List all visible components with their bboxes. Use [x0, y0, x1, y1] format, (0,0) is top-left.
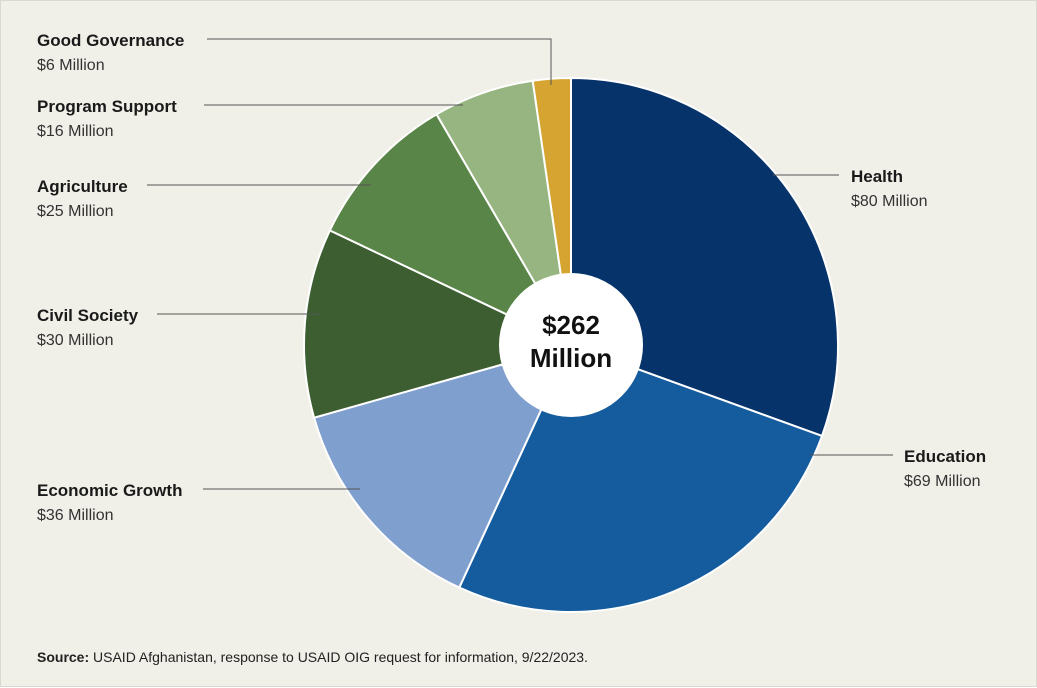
slice-value-economic-growth: $36 Million [37, 507, 113, 524]
source-prefix: Source: [37, 649, 90, 665]
leader-line-good-governance [207, 38, 552, 85]
pie-slice-economic-growth [312, 343, 573, 589]
slice-label-health: Health [851, 167, 903, 186]
slice-label-program-support: Program Support [37, 97, 177, 116]
slice-value-program-support: $16 Million [37, 123, 113, 140]
slice-value-agriculture: $25 Million [37, 203, 113, 220]
center-total-unit: Million [530, 343, 612, 373]
pie-slice-civil-society [303, 229, 574, 419]
slice-label-agriculture: Agriculture [37, 177, 128, 196]
slice-value-good-governance: $6 Million [37, 57, 105, 74]
source-text: USAID Afghanistan, response to USAID OIG… [89, 649, 588, 665]
slice-label-civil-society: Civil Society [37, 306, 139, 325]
slice-label-good-governance: Good Governance [37, 31, 184, 50]
center-hole [499, 273, 643, 417]
slice-label-education: Education [904, 447, 986, 466]
pie-slice-agriculture [328, 112, 574, 348]
center-total-amount: $262 [542, 310, 600, 340]
slice-value-civil-society: $30 Million [37, 332, 113, 349]
source-note: Source: USAID Afghanistan, response to U… [37, 649, 588, 665]
slice-value-health: $80 Million [851, 193, 927, 210]
slice-value-education: $69 Million [904, 473, 980, 490]
slice-label-economic-growth: Economic Growth [37, 481, 182, 500]
